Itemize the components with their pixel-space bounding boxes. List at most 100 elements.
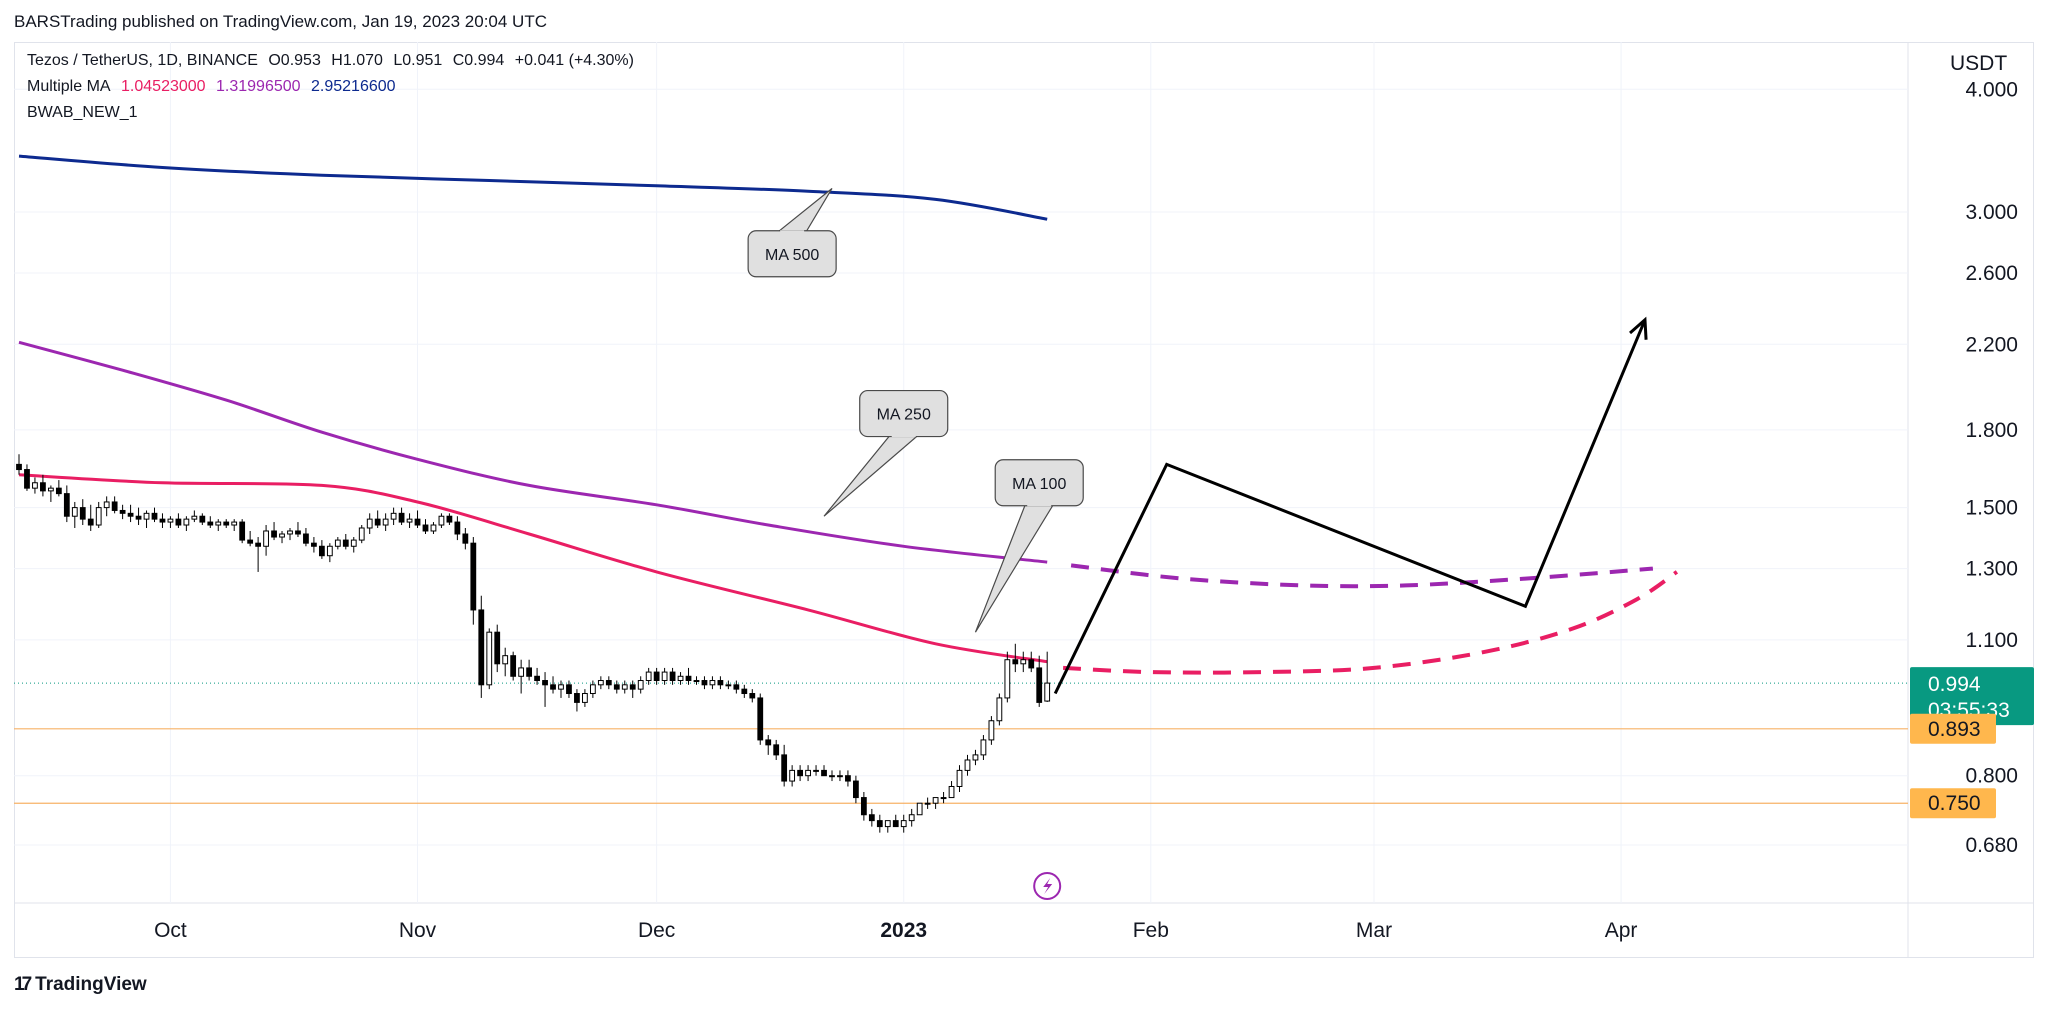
candle[interactable] (223, 519, 230, 528)
candle[interactable] (709, 676, 716, 690)
candle[interactable] (605, 676, 612, 690)
candle[interactable] (773, 739, 780, 760)
candle[interactable] (837, 770, 843, 782)
candle[interactable] (940, 791, 947, 804)
candle[interactable] (390, 507, 397, 526)
candle[interactable] (79, 499, 86, 526)
candle[interactable] (358, 525, 365, 544)
candle[interactable] (1044, 651, 1051, 702)
candle[interactable] (988, 716, 995, 745)
candle[interactable] (884, 820, 891, 833)
footer-brand[interactable]: 17 TradingView (14, 974, 147, 996)
projection-path-line[interactable] (1053, 319, 1647, 695)
candle[interactable] (534, 667, 540, 685)
candle[interactable] (789, 765, 796, 787)
candle[interactable] (151, 507, 158, 523)
candle[interactable] (637, 676, 644, 694)
candle[interactable] (725, 680, 732, 690)
candle[interactable] (518, 659, 525, 694)
ma-250-line[interactable] (18, 340, 1048, 564)
candle[interactable] (40, 474, 46, 497)
candle[interactable] (334, 537, 341, 550)
candle[interactable] (127, 504, 134, 523)
candle[interactable] (342, 533, 349, 550)
chart-frame[interactable] (14, 42, 2034, 958)
candle[interactable] (621, 680, 628, 694)
candle[interactable] (438, 513, 445, 528)
candle[interactable] (430, 522, 437, 534)
candle[interactable] (582, 689, 588, 707)
candle[interactable] (167, 516, 174, 528)
candle[interactable] (781, 744, 788, 787)
candle[interactable] (255, 537, 262, 572)
currency-label[interactable]: USDT (1950, 52, 2007, 75)
candle[interactable] (829, 770, 835, 782)
candle[interactable] (502, 647, 509, 677)
candle[interactable] (924, 797, 931, 809)
candle[interactable] (845, 770, 851, 787)
candle[interactable] (868, 808, 875, 827)
candle[interactable] (542, 672, 548, 707)
candle[interactable] (398, 507, 405, 526)
candle[interactable] (669, 667, 676, 685)
candle[interactable] (996, 693, 1003, 726)
candle[interactable] (446, 513, 453, 526)
candle[interactable] (303, 527, 309, 547)
candle[interactable] (382, 513, 389, 531)
candle[interactable] (16, 454, 22, 475)
candle[interactable] (677, 672, 684, 685)
candle[interactable] (661, 667, 668, 685)
ma-250-forecast-line[interactable] (1070, 563, 1654, 589)
candle[interactable] (406, 513, 413, 528)
candle[interactable] (47, 485, 54, 502)
candle[interactable] (95, 501, 102, 528)
candle[interactable] (374, 510, 381, 528)
candle[interactable] (876, 814, 883, 833)
candle[interactable] (350, 537, 357, 553)
price-label-0-994[interactable]: 0.994 (1928, 673, 1981, 696)
candle[interactable] (295, 522, 301, 538)
candle[interactable] (494, 624, 501, 673)
candle[interactable] (765, 735, 772, 755)
candle[interactable] (510, 651, 517, 681)
candle[interactable] (948, 781, 955, 799)
candle[interactable] (685, 667, 692, 685)
candle[interactable] (231, 519, 238, 531)
candle[interactable] (175, 513, 182, 528)
candle[interactable] (908, 808, 915, 827)
candle[interactable] (470, 537, 477, 625)
candle[interactable] (215, 519, 222, 531)
candle[interactable] (701, 676, 708, 690)
candle[interactable] (1012, 643, 1019, 673)
price-label-0-893[interactable]: 0.893 (1928, 718, 1981, 741)
candle[interactable] (63, 485, 70, 523)
candle[interactable] (287, 527, 293, 541)
candle[interactable] (860, 791, 867, 821)
candle[interactable] (71, 501, 78, 528)
candle[interactable] (693, 676, 700, 685)
candle[interactable] (932, 797, 939, 809)
candle[interactable] (892, 814, 899, 828)
price-label-0-750[interactable]: 0.750 (1928, 792, 1981, 815)
candle[interactable] (805, 765, 811, 782)
candle[interactable] (629, 680, 636, 698)
candle[interactable] (972, 749, 979, 766)
candle[interactable] (980, 735, 987, 760)
candle[interactable] (749, 689, 756, 703)
candle[interactable] (613, 680, 620, 694)
candle[interactable] (111, 496, 118, 514)
candle[interactable] (589, 680, 596, 698)
candle[interactable] (1004, 651, 1011, 703)
candle[interactable] (311, 537, 317, 553)
candle[interactable] (916, 802, 923, 816)
legend-ma-label[interactable]: Multiple MA (27, 78, 111, 95)
candle[interactable] (757, 693, 764, 745)
candle[interactable] (24, 464, 30, 491)
candle[interactable] (207, 516, 214, 528)
candle[interactable] (717, 676, 724, 690)
candle[interactable] (239, 519, 246, 544)
candle[interactable] (199, 513, 206, 526)
candle[interactable] (454, 516, 461, 541)
candle[interactable] (797, 765, 803, 782)
